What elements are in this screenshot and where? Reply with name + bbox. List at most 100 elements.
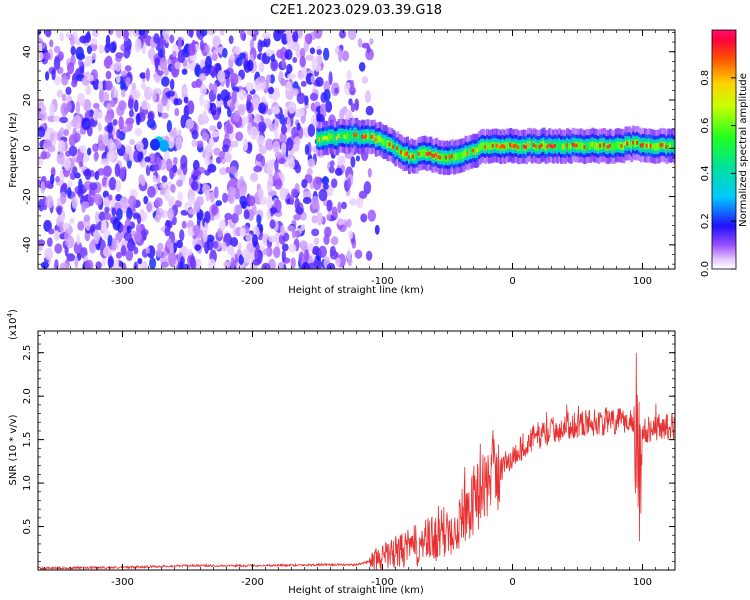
heatmap-cell — [53, 45, 61, 54]
heatmap-cell — [118, 100, 127, 111]
heatmap-cell — [38, 42, 43, 53]
signal-cell — [505, 141, 509, 150]
heatmap-cell — [101, 176, 107, 187]
signal-cell — [445, 155, 448, 160]
heatmap-cell — [72, 166, 78, 176]
heatmap-cell — [350, 156, 356, 168]
heatmap-cell — [285, 137, 294, 151]
heatmap-cell — [291, 126, 299, 140]
heatmap-cell — [237, 242, 242, 251]
heatmap-cell — [230, 257, 235, 269]
heatmap-cell — [83, 214, 91, 222]
heatmap-cell — [107, 121, 114, 135]
signal-cell — [628, 139, 632, 148]
heatmap-cell — [205, 189, 211, 202]
heatmap-cell — [284, 188, 290, 195]
heatmap-cell — [84, 168, 92, 181]
heatmap-cell — [310, 75, 315, 84]
heatmap-cell — [257, 39, 263, 53]
heatmap-cell — [85, 221, 91, 232]
heatmap-cell — [246, 93, 252, 102]
heatmap-cell — [48, 228, 55, 235]
signal-cell — [591, 142, 595, 147]
heatmap-cell — [59, 191, 67, 205]
heatmap-cell — [360, 213, 368, 223]
snr-series — [38, 352, 675, 570]
signal-cell — [402, 152, 406, 156]
heatmap-cell — [161, 94, 168, 107]
heatmap-cell — [115, 251, 122, 259]
heatmap-cell — [75, 101, 81, 115]
heatmap-cell — [89, 117, 96, 127]
heatmap-cell — [193, 169, 202, 177]
heatmap-cell — [44, 71, 50, 81]
heatmap-cell — [252, 97, 259, 111]
heatmap-cell — [54, 75, 61, 86]
signal-cell — [400, 150, 404, 154]
signal-cell — [536, 143, 540, 151]
heatmap-cell — [367, 209, 376, 222]
signal-cell — [429, 151, 433, 156]
signal-cell — [573, 143, 577, 148]
heatmap-cell — [77, 220, 85, 231]
signal-cell — [571, 142, 575, 147]
heatmap-cell — [207, 30, 217, 36]
heatmap-cell — [199, 39, 204, 52]
signal-cell — [485, 141, 489, 150]
heatmap-cell — [142, 211, 148, 221]
signal-cell — [593, 141, 597, 150]
heatmap-cell — [66, 121, 72, 131]
heatmap-cell — [255, 153, 264, 162]
signal-cell — [604, 142, 608, 151]
heatmap-cell — [216, 93, 222, 102]
signal-cell — [577, 142, 581, 150]
signal-cell — [427, 151, 431, 156]
heatmap-cell — [154, 197, 163, 208]
signal-cell — [343, 134, 347, 139]
heatmap-cell — [66, 253, 76, 262]
signal-cell — [511, 144, 515, 149]
signal-cell — [673, 142, 675, 151]
signal-cell — [495, 143, 499, 148]
heatmap-cell — [128, 195, 137, 208]
heatmap-cell — [294, 198, 300, 211]
heatmap-cell — [114, 61, 122, 72]
y-tick-label: 2.5 — [22, 345, 33, 361]
signal-cell — [470, 147, 474, 156]
heatmap-cell — [267, 108, 273, 116]
heatmap-cell — [190, 180, 199, 191]
heatmap-cell — [87, 74, 94, 82]
heatmap-cell — [215, 200, 223, 207]
signal-cell — [665, 145, 669, 149]
signal-cell — [575, 143, 579, 148]
heatmap-cell — [216, 121, 222, 130]
heatmap-cell — [223, 261, 231, 269]
signal-cell — [341, 131, 345, 140]
heatmap-cell — [121, 244, 127, 257]
signal-cell — [552, 144, 556, 149]
heatmap-cell — [105, 70, 112, 80]
signal-cell — [480, 142, 484, 151]
heatmap-cell — [40, 261, 49, 269]
heatmap-cell — [361, 76, 369, 84]
signal-cell — [542, 140, 546, 149]
heatmap-cell — [112, 259, 120, 269]
heatmap-cell — [94, 193, 103, 206]
heatmap-cell — [300, 223, 306, 231]
heatmap-cell — [253, 165, 263, 173]
heatmap-cell — [62, 222, 70, 230]
heatmap-cell — [303, 249, 309, 263]
heatmap-cell — [266, 49, 273, 57]
heatmap-cell — [102, 246, 111, 258]
heatmap-cell — [311, 228, 320, 237]
heatmap-cell — [328, 166, 335, 174]
heatmap-cell — [369, 38, 374, 45]
heatmap-cell — [218, 150, 226, 160]
heatmap-cell — [191, 81, 198, 89]
heatmap-cell — [309, 47, 316, 55]
heatmap-cell — [67, 186, 72, 198]
heatmap-cell — [211, 130, 220, 138]
signal-cell — [413, 152, 417, 161]
heatmap-cell — [102, 131, 109, 146]
heatmap-cell — [219, 219, 226, 231]
